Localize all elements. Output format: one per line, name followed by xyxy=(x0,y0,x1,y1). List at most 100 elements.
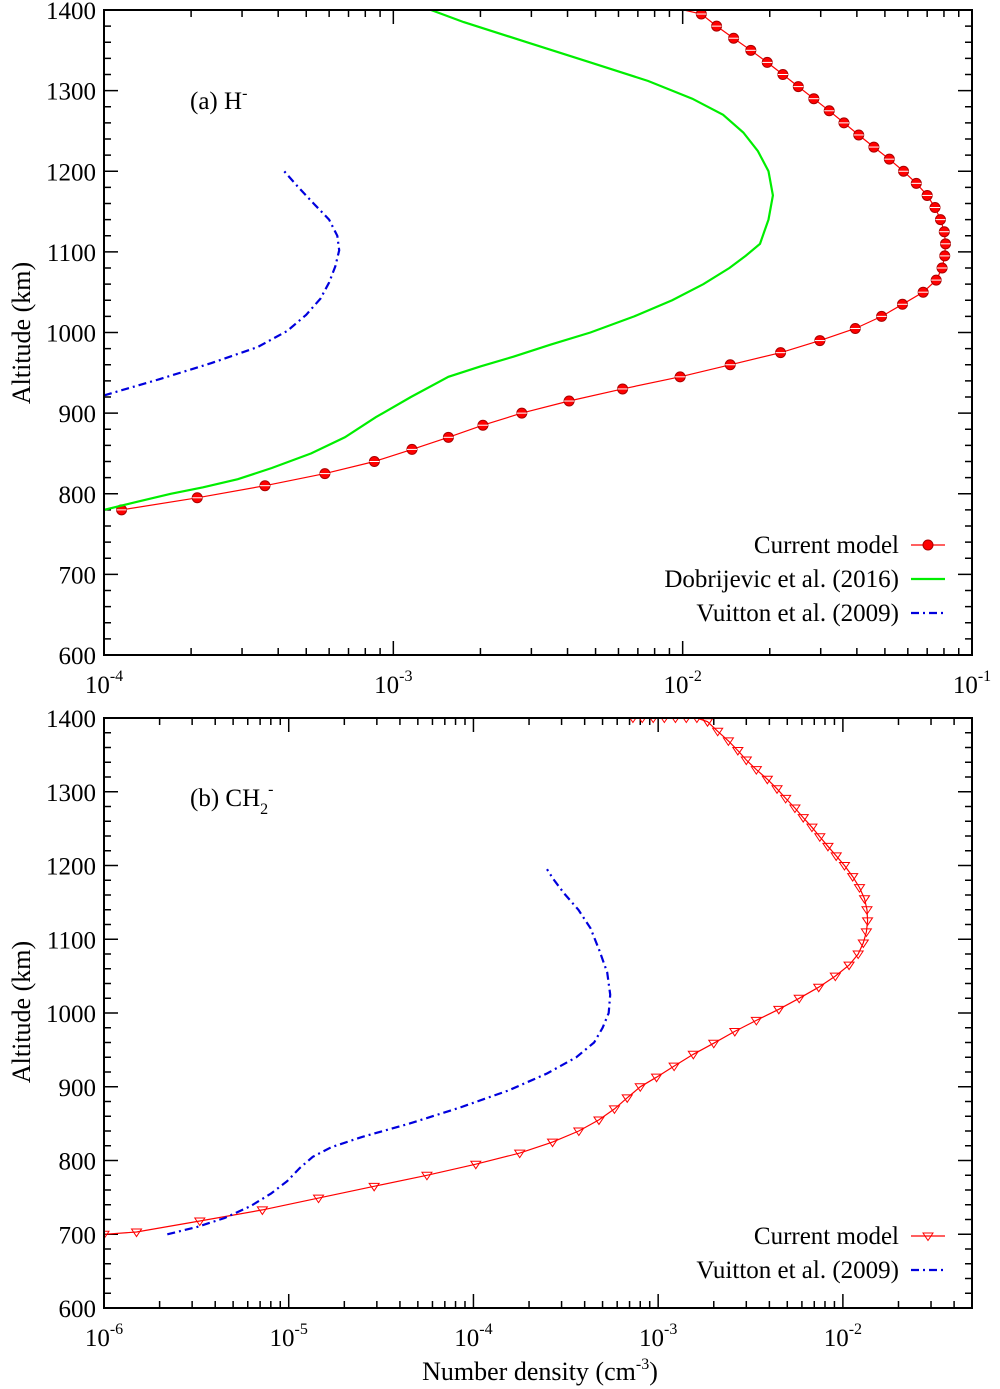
panel-a-ylabel: Altitude (km) xyxy=(7,262,36,404)
data-point xyxy=(793,994,806,1004)
data-point xyxy=(634,1083,647,1093)
data-point xyxy=(779,794,792,804)
panel-a-label-text: (a) H xyxy=(190,88,242,115)
data-point xyxy=(728,1027,741,1037)
y-tick-label: 600 xyxy=(59,1296,97,1323)
data-point xyxy=(750,1016,763,1026)
data-point xyxy=(722,737,735,747)
x-tick-label: 10-4 xyxy=(85,668,123,699)
panel-b-legend: Current model Vuitton et al. (2009) xyxy=(696,1223,945,1284)
legend-label: Vuitton et al. (2009) xyxy=(696,1257,899,1284)
data-point xyxy=(860,928,873,938)
data-point xyxy=(740,756,753,766)
y-tick-label: 1100 xyxy=(47,927,96,954)
data-point xyxy=(771,785,783,795)
data-point xyxy=(838,862,851,871)
legend-label: Current model xyxy=(754,532,899,559)
series-line xyxy=(104,718,869,1235)
data-point xyxy=(668,1062,681,1072)
panel-b-frame xyxy=(103,717,973,1309)
data-point xyxy=(687,1050,700,1060)
data-point xyxy=(843,961,855,971)
y-tick-label: 900 xyxy=(59,1075,97,1102)
data-point xyxy=(193,1217,206,1227)
y-tick-label: 700 xyxy=(59,562,97,589)
legend-marker xyxy=(922,1232,934,1242)
data-point xyxy=(368,1182,381,1192)
legend-label: Vuitton et al. (2009) xyxy=(696,600,899,627)
panel-a-label-sup: - xyxy=(242,85,247,102)
data-point xyxy=(858,895,871,905)
data-point xyxy=(546,1138,559,1148)
data-point xyxy=(104,1230,110,1240)
data-point xyxy=(750,766,763,776)
data-point xyxy=(853,884,866,894)
legend-marker xyxy=(922,539,934,551)
panel-b-chart: 600 700 800 900 1000 1100 1200 1300 1400 10-6 10-5… xyxy=(7,706,973,1386)
panel-a-label: (a) H- xyxy=(190,85,247,115)
data-point xyxy=(707,1039,720,1049)
data-point xyxy=(846,873,859,882)
x-tick-label: 10-5 xyxy=(270,1321,308,1352)
data-point xyxy=(806,823,818,833)
y-tick-label: 1200 xyxy=(46,159,96,186)
y-tick-label: 1000 xyxy=(46,1001,96,1028)
data-point xyxy=(857,939,870,949)
x-tick-label: 10-6 xyxy=(85,1321,123,1352)
data-point xyxy=(312,1194,325,1204)
data-point xyxy=(812,983,825,993)
data-point xyxy=(861,917,874,927)
data-point xyxy=(513,1149,526,1159)
panel-b-xlabel-sup: -3 xyxy=(636,1356,649,1373)
data-point xyxy=(593,1116,605,1126)
data-point xyxy=(772,1005,785,1015)
y-tick-label: 900 xyxy=(59,401,97,428)
data-point xyxy=(761,775,774,785)
data-point xyxy=(813,833,826,843)
y-tick-label: 800 xyxy=(59,482,97,509)
data-point xyxy=(130,1228,143,1238)
data-point xyxy=(852,950,865,960)
y-tick-label: 1300 xyxy=(46,79,96,106)
x-tick-label: 10-3 xyxy=(639,1321,677,1352)
panel-b-label-sup: - xyxy=(268,781,273,798)
y-tick-label: 800 xyxy=(59,1149,97,1176)
data-point xyxy=(650,1073,663,1083)
data-point xyxy=(830,852,843,862)
data-point xyxy=(822,842,834,852)
panel-b-ylabel: Altitude (km) xyxy=(7,941,36,1083)
y-tick-label: 600 xyxy=(59,643,97,670)
y-tick-label: 1300 xyxy=(46,780,96,807)
legend-label: Current model xyxy=(754,1223,899,1250)
panel-a-tick-labels: 600 700 800 900 1000 1100 1200 1300 1400 10-4 10-3… xyxy=(46,0,991,699)
panel-a-series xyxy=(104,10,952,516)
panel-b-series xyxy=(104,718,874,1240)
panel-b-label: (b) CH2- xyxy=(190,781,273,818)
y-tick-label: 700 xyxy=(59,1222,97,1249)
data-point xyxy=(829,972,842,982)
data-point xyxy=(788,804,801,814)
series-line xyxy=(167,868,612,1236)
x-tick-label: 10-2 xyxy=(824,1321,862,1352)
data-point xyxy=(711,727,724,737)
data-point xyxy=(621,1094,634,1104)
y-tick-label: 1000 xyxy=(46,321,96,348)
legend-label: Dobrijevic et al. (2016) xyxy=(664,566,899,593)
data-point xyxy=(608,1105,621,1115)
panel-a-chart: 600 700 800 900 1000 1100 1200 1300 1400 10-4 10-3… xyxy=(7,0,991,699)
x-tick-label: 10-4 xyxy=(454,1321,492,1352)
y-tick-label: 1400 xyxy=(46,0,96,25)
x-tick-label: 10-1 xyxy=(953,668,991,699)
panel-a-legend: Current model Dobrijevic et al. (2016) Vui… xyxy=(664,532,945,627)
data-point xyxy=(469,1160,482,1170)
panel-b-xlabel-end: ) xyxy=(649,1357,658,1386)
data-point xyxy=(572,1127,585,1137)
x-tick-label: 10-3 xyxy=(374,668,412,699)
y-tick-label: 1200 xyxy=(46,854,96,881)
series-line xyxy=(104,10,775,511)
panel-b-label-sub: 2 xyxy=(260,801,268,818)
data-point xyxy=(797,814,810,823)
data-point xyxy=(861,906,873,916)
data-point xyxy=(731,746,744,756)
